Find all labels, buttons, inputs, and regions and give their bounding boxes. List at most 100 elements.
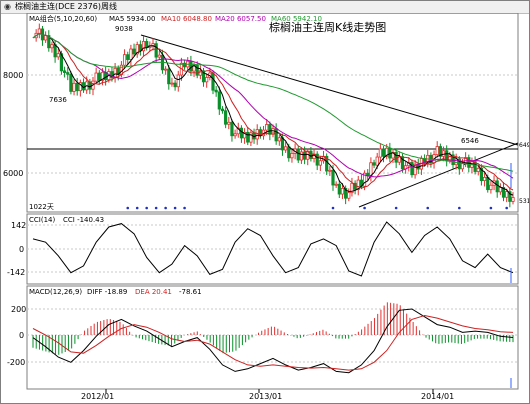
candle-body <box>170 82 174 85</box>
candle-body <box>182 62 187 68</box>
candle-body <box>126 54 130 60</box>
annotation-peak: 6546 <box>461 137 479 145</box>
window-title: 棕榈油主连(DCE 2376)周线 <box>15 2 117 11</box>
candle-body <box>473 161 477 172</box>
candle-body <box>62 70 67 73</box>
resistance-trendline <box>140 34 519 146</box>
candle-body <box>410 162 414 176</box>
candle-body <box>302 151 307 160</box>
y-tick-cci: -142 <box>7 268 25 277</box>
candle-body <box>362 172 367 187</box>
candle-body <box>145 41 149 48</box>
macd-legend-macd: -78.61 <box>179 288 202 296</box>
support-trendline <box>358 142 519 208</box>
macd-legend-dea: DEA 20.41 <box>135 288 172 296</box>
candle-body <box>328 169 332 172</box>
candle-body <box>69 73 73 92</box>
macd-panel-frame <box>26 285 519 390</box>
x-axis: 2012/01 2013/01 2014/01 <box>81 389 454 401</box>
candle-body <box>318 160 322 166</box>
candle-body <box>315 153 319 166</box>
candle-body <box>277 137 281 142</box>
ma5-line <box>32 32 514 196</box>
candle-body <box>249 132 253 143</box>
candle-body <box>287 146 291 159</box>
candle-body <box>75 82 79 92</box>
candle-body <box>201 70 206 83</box>
candle-body <box>347 192 351 199</box>
main-legend-ma60: MA60 5942.10 <box>271 15 322 23</box>
signal-dot <box>363 206 366 210</box>
candle-body <box>176 74 180 88</box>
main-panel-frame <box>26 13 519 213</box>
signal-dot <box>183 206 186 210</box>
candle-body <box>467 157 471 168</box>
candle-body <box>233 133 237 137</box>
candle-body <box>448 154 452 161</box>
candle-body <box>375 156 379 166</box>
signal-dot <box>505 206 508 210</box>
candle-body <box>435 146 439 156</box>
y-tick-cci: 0 <box>19 245 24 254</box>
candle-body <box>37 28 41 34</box>
cci-line <box>32 221 514 277</box>
chart-title: 棕榈油主连周K线走势图 <box>269 20 386 34</box>
candle-body <box>53 44 57 58</box>
candle-body <box>508 191 512 202</box>
candle-body <box>97 72 101 81</box>
candle-body <box>299 151 304 161</box>
cci-series <box>32 221 514 277</box>
signal-dot <box>458 206 461 210</box>
candle-body <box>224 110 228 125</box>
candle-body <box>482 177 487 181</box>
candle-body <box>110 71 114 79</box>
signal-dot <box>426 206 430 210</box>
candle-body <box>135 44 139 55</box>
candle-body <box>356 179 360 190</box>
candle-body <box>100 71 105 81</box>
signal-dot <box>164 206 167 210</box>
candle-body <box>505 191 509 198</box>
annotation-bottom: 5312 <box>519 198 529 205</box>
candle-body <box>441 150 446 157</box>
candle-body <box>164 68 168 71</box>
signal-dot <box>173 206 177 210</box>
y-tick-macd: 200 <box>11 305 26 314</box>
main-legend-name: MA组合(5,10,20,60) <box>29 14 97 23</box>
candle-body <box>268 124 272 135</box>
signal-dot <box>489 206 493 210</box>
candle-body <box>195 65 199 76</box>
y-tick-cci: 142 <box>11 221 26 230</box>
candle-body <box>378 148 382 158</box>
annotation-days: 1022天 <box>29 203 54 211</box>
signal-dot <box>331 206 335 210</box>
candle-body <box>66 72 70 75</box>
y-tick-main: 8000 <box>3 71 23 80</box>
candle-body <box>255 129 259 140</box>
candlesticks <box>34 23 515 208</box>
candle-body <box>56 53 60 58</box>
candle-body <box>372 162 376 166</box>
ma10-line <box>32 32 514 191</box>
candle-body <box>284 146 288 151</box>
candle-body <box>94 72 98 82</box>
candle-body <box>47 35 51 49</box>
candle-body <box>511 197 515 202</box>
candle-body <box>198 70 202 76</box>
annotation-level: 6494 <box>519 142 529 149</box>
candle-body <box>369 162 373 177</box>
candle-body <box>78 82 82 92</box>
cci-legend-name: CCI(14) <box>29 216 55 224</box>
candle-body <box>457 158 461 170</box>
main-legend-ma5: MA5 5934.00 <box>109 15 155 23</box>
candle-body <box>239 127 244 139</box>
window-menu-icon[interactable]: ◉ <box>4 2 11 11</box>
macd-legend-name: MACD(12,26,9) <box>29 288 82 296</box>
candle-body <box>274 128 278 142</box>
candle-body <box>230 121 234 137</box>
candle-body <box>495 180 499 193</box>
candle-body <box>400 156 405 170</box>
y-tick-macd: -200 <box>7 358 25 367</box>
candle-body <box>220 108 225 112</box>
macd-dea-line <box>32 314 514 371</box>
